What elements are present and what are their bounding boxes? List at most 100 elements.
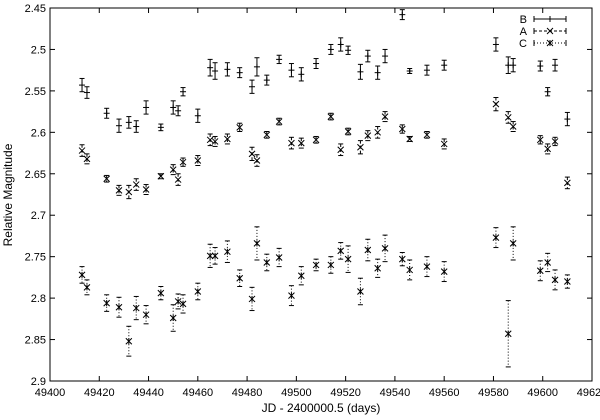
data-point — [313, 60, 320, 67]
data-point — [337, 41, 344, 48]
error-bar — [195, 282, 201, 301]
y-tick-label: 2.75 — [25, 252, 46, 264]
data-point — [297, 139, 305, 147]
y-tick-label: 2.6 — [31, 127, 46, 139]
data-point — [544, 259, 552, 266]
error-bar — [195, 155, 201, 166]
data-point — [406, 135, 414, 143]
data-point — [552, 62, 559, 69]
data-point — [142, 311, 150, 319]
data-point — [381, 113, 389, 120]
data-point — [132, 304, 140, 312]
data-point — [212, 67, 219, 74]
data-point — [248, 295, 256, 303]
data-point — [125, 188, 133, 196]
data-point — [253, 157, 261, 164]
data-point — [275, 254, 283, 261]
x-tick-label: 49520 — [330, 387, 361, 399]
data-point — [236, 124, 244, 131]
y-tick-label: 2.55 — [25, 86, 46, 98]
data-point — [345, 47, 352, 54]
y-tick-label: 2.85 — [25, 335, 46, 347]
data-point — [248, 150, 256, 158]
error-bar — [212, 135, 218, 147]
data-point — [78, 147, 86, 154]
data-point — [406, 67, 413, 74]
data-point — [179, 158, 187, 166]
error-bar — [170, 304, 176, 332]
data-point — [180, 88, 187, 95]
data-point — [175, 107, 182, 114]
data-point — [83, 155, 91, 163]
error-bar — [537, 135, 543, 145]
data-point — [406, 266, 414, 274]
x-tick-label: 49580 — [478, 387, 509, 399]
data-point — [207, 64, 214, 71]
x-tick-label: 49600 — [527, 387, 558, 399]
error-bar — [313, 258, 319, 272]
data-point — [206, 252, 214, 260]
data-point — [157, 289, 165, 297]
data-point — [382, 53, 389, 60]
y-tick-label: 2.7 — [31, 210, 46, 222]
data-point — [357, 288, 364, 295]
error-bar — [79, 266, 85, 284]
error-bar — [207, 243, 213, 268]
data-point — [263, 77, 270, 84]
data-point — [312, 136, 320, 144]
data-point — [298, 71, 305, 78]
data-point — [133, 123, 140, 130]
data-series — [78, 9, 571, 368]
x-tick-label: 49440 — [133, 387, 164, 399]
data-point — [441, 62, 448, 69]
error-bar — [338, 242, 344, 260]
data-point — [381, 245, 389, 252]
error-bar — [170, 164, 176, 176]
data-point — [398, 125, 406, 133]
error-bar — [510, 226, 516, 261]
y-tick-label: 2.65 — [25, 169, 46, 181]
data-point — [169, 314, 177, 322]
data-point — [142, 186, 150, 193]
error-bar — [328, 256, 334, 274]
data-point — [275, 118, 283, 125]
data-point — [115, 122, 122, 129]
data-point — [157, 124, 164, 131]
data-point — [312, 261, 320, 269]
data-point — [174, 176, 182, 183]
error-bar — [345, 245, 351, 273]
error-bar — [237, 122, 243, 133]
legend-label: B — [520, 14, 527, 26]
data-point — [564, 278, 571, 285]
error-bar — [104, 294, 110, 312]
series-c — [78, 226, 571, 368]
data-point — [211, 252, 219, 260]
data-point — [224, 248, 231, 256]
data-point — [551, 276, 559, 284]
data-point — [103, 299, 111, 307]
error-bar — [345, 127, 351, 136]
error-bar — [365, 130, 371, 142]
data-point — [297, 272, 305, 280]
error-bar — [237, 269, 243, 288]
data-point — [253, 240, 261, 247]
legend-label: A — [520, 26, 528, 38]
error-bar — [180, 157, 186, 167]
data-point — [399, 11, 406, 18]
error-bar — [298, 137, 304, 149]
error-bar — [84, 279, 90, 296]
legend-item-c: C — [519, 38, 567, 50]
legend: BAC — [519, 14, 567, 50]
error-bar — [382, 234, 388, 263]
legend-marker — [546, 39, 554, 47]
data-point — [357, 68, 364, 75]
data-point — [504, 330, 512, 338]
data-point — [423, 131, 431, 139]
data-point — [263, 131, 271, 139]
series-a — [78, 97, 571, 200]
data-point — [337, 146, 345, 154]
data-point — [509, 240, 517, 247]
data-point — [492, 234, 500, 241]
data-point — [374, 69, 381, 76]
data-point — [79, 82, 86, 89]
